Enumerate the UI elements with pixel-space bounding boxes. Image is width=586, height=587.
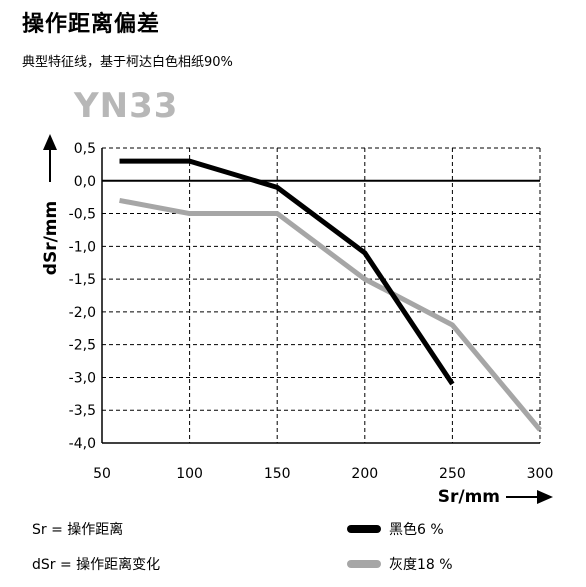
- y-tick-label: -1,0: [69, 239, 96, 255]
- legend-swatch-gray: [347, 560, 381, 568]
- x-axis-arrow-head: [537, 490, 553, 504]
- legend-item-black: 黑色6 %: [347, 520, 444, 538]
- x-tick-label: 50: [93, 466, 111, 482]
- y-tick-label: -0,5: [69, 207, 96, 223]
- model-name: YN33: [74, 86, 179, 126]
- y-tick-label: -2,0: [69, 305, 96, 321]
- x-tick-label: 150: [264, 466, 291, 482]
- y-tick-label: 0,5: [74, 141, 96, 157]
- x-tick-label: 100: [176, 466, 203, 482]
- y-tick-label: -4,0: [69, 436, 96, 452]
- legend-item-gray: 灰度18 %: [347, 555, 453, 573]
- y-tick-label: -3,5: [69, 403, 96, 419]
- legend-swatch-black: [347, 525, 381, 533]
- legend-label-black: 黑色6 %: [389, 522, 444, 538]
- y-axis-arrow-head: [43, 134, 57, 150]
- x-tick-label: 300: [527, 466, 554, 482]
- y-axis-label: dSr/mm: [41, 201, 61, 275]
- series-line-gray: [119, 197, 542, 432]
- x-axis-label: Sr/mm: [438, 487, 500, 507]
- x-tick-label: 200: [351, 466, 378, 482]
- legend-label-gray: 灰度18 %: [389, 557, 453, 573]
- x-tick-label: 250: [439, 466, 466, 482]
- page-title: 操作距离偏差: [22, 12, 161, 37]
- y-tick-label: 0,0: [74, 174, 96, 190]
- y-tick-label: -2,5: [69, 338, 96, 354]
- y-tick-label: -1,5: [69, 272, 96, 288]
- note-dsr: dSr = 操作距离变化: [32, 557, 161, 573]
- note-sr: Sr = 操作距离: [32, 522, 124, 538]
- chart-subtitle: 典型特征线，基于柯达白色相纸90%: [22, 55, 233, 70]
- y-tick-label: -3,0: [69, 370, 96, 386]
- series-line-black: [119, 158, 455, 386]
